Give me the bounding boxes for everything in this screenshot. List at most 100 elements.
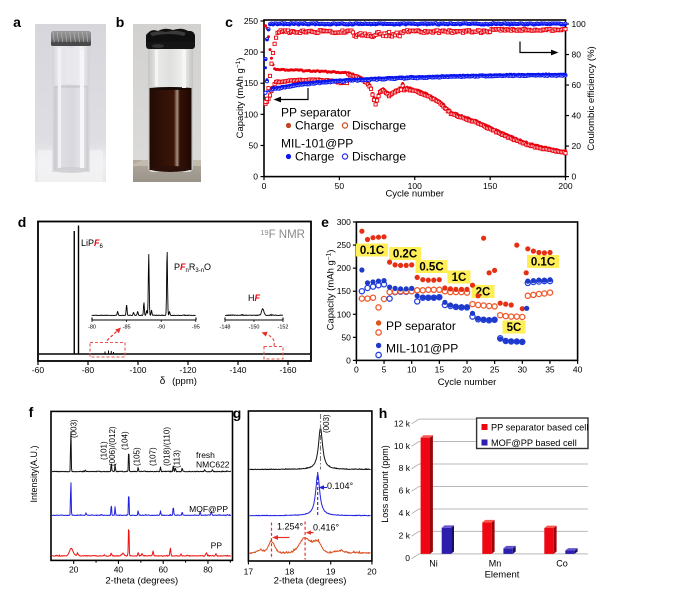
- svg-text:17: 17: [244, 567, 254, 577]
- svg-text:δ: δ: [160, 376, 166, 387]
- svg-text:Coulombic efficiency (%): Coulombic efficiency (%): [586, 46, 597, 150]
- svg-text:19: 19: [326, 567, 336, 577]
- svg-text:MOF@PP: MOF@PP: [189, 504, 228, 514]
- svg-text:5: 5: [382, 364, 387, 374]
- svg-text:1.254°: 1.254°: [277, 522, 304, 532]
- svg-text:10: 10: [407, 364, 417, 374]
- svg-text:-150: -150: [248, 325, 259, 331]
- svg-text:(003): (003): [69, 419, 78, 438]
- svg-text:HF: HF: [248, 293, 261, 303]
- svg-text:15: 15: [435, 364, 445, 374]
- svg-text:NMC622: NMC622: [196, 460, 230, 470]
- svg-text:Charge: Charge: [295, 150, 335, 164]
- svg-text:250: 250: [337, 240, 351, 250]
- svg-text:-100: -100: [129, 365, 146, 375]
- svg-text:-90: -90: [157, 325, 165, 331]
- svg-text:Charge: Charge: [295, 119, 335, 133]
- svg-text:200: 200: [244, 47, 258, 57]
- svg-text:150: 150: [244, 78, 258, 88]
- svg-text:25: 25: [490, 364, 500, 374]
- svg-text:0: 0: [354, 364, 359, 374]
- svg-text:1C: 1C: [452, 272, 467, 284]
- svg-text:(107): (107): [148, 447, 157, 466]
- svg-text:g: g: [233, 405, 242, 421]
- svg-text:b: b: [116, 14, 125, 30]
- svg-text:60: 60: [572, 80, 582, 90]
- svg-text:Cycle number: Cycle number: [438, 377, 497, 388]
- svg-text:Element: Element: [485, 570, 520, 581]
- svg-text:30: 30: [518, 364, 528, 374]
- svg-text:(006)/(012): (006)/(012): [108, 426, 117, 466]
- svg-text:MIL-101@PP: MIL-101@PP: [281, 137, 353, 151]
- svg-text:Co: Co: [556, 559, 568, 569]
- svg-text:(003): (003): [322, 414, 331, 433]
- svg-text:-140: -140: [229, 365, 246, 375]
- svg-text:-120: -120: [179, 365, 196, 375]
- svg-text:150: 150: [483, 181, 497, 191]
- svg-text:(113): (113): [173, 450, 182, 468]
- svg-text:(101): (101): [100, 441, 109, 460]
- svg-text:(105): (105): [133, 447, 142, 466]
- svg-text:MOF@PP based cell: MOF@PP based cell: [491, 438, 577, 448]
- svg-text:-152: -152: [277, 325, 288, 331]
- svg-text:50: 50: [341, 332, 351, 342]
- svg-text:-85: -85: [123, 325, 131, 331]
- svg-text:(ppm): (ppm): [172, 376, 197, 387]
- svg-text:0.1C: 0.1C: [360, 245, 384, 257]
- svg-text:200: 200: [337, 263, 351, 273]
- svg-text:-60: -60: [32, 365, 45, 375]
- svg-text:5C: 5C: [507, 322, 522, 334]
- svg-text:20: 20: [367, 567, 377, 577]
- svg-text:18: 18: [285, 567, 295, 577]
- svg-text:2-theta (degrees): 2-theta (degrees): [274, 576, 347, 587]
- svg-text:150: 150: [337, 286, 351, 296]
- svg-text:0: 0: [572, 172, 577, 182]
- svg-text:Discharge: Discharge: [352, 119, 406, 133]
- svg-text:20: 20: [69, 564, 79, 574]
- svg-text:LiPF6: LiPF6: [81, 238, 104, 250]
- svg-text:20: 20: [462, 364, 472, 374]
- svg-text:Capacity (mAh g−1): Capacity (mAh g−1): [326, 250, 337, 331]
- svg-text:2-theta (degrees): 2-theta (degrees): [105, 576, 178, 587]
- svg-text:100: 100: [408, 181, 422, 191]
- svg-text:c: c: [225, 14, 233, 30]
- svg-text:19F NMR: 19F NMR: [260, 228, 305, 241]
- svg-text:Mn: Mn: [489, 559, 502, 569]
- svg-text:-95: -95: [192, 325, 200, 331]
- svg-text:40: 40: [573, 364, 583, 374]
- svg-text:PP separator: PP separator: [386, 319, 456, 333]
- svg-text:-160: -160: [279, 365, 296, 375]
- svg-text:f: f: [29, 404, 34, 420]
- svg-text:35: 35: [545, 364, 555, 374]
- svg-text:100: 100: [337, 309, 351, 319]
- svg-text:-80: -80: [82, 365, 95, 375]
- svg-text:PP: PP: [211, 541, 223, 551]
- svg-text:50: 50: [249, 140, 259, 150]
- svg-text:Capacity (mAh g−1): Capacity (mAh g−1): [235, 58, 246, 139]
- svg-text:e: e: [321, 214, 329, 230]
- svg-text:(104): (104): [121, 431, 130, 450]
- svg-text:0.5C: 0.5C: [419, 262, 443, 274]
- svg-text:4 k: 4 k: [399, 508, 411, 518]
- svg-text:0.416°: 0.416°: [313, 523, 340, 533]
- svg-text:0: 0: [253, 172, 258, 182]
- svg-text:50: 50: [335, 181, 345, 191]
- svg-text:80: 80: [203, 564, 213, 574]
- svg-text:Loss amount (ppm): Loss amount (ppm): [380, 445, 390, 523]
- svg-text:0: 0: [346, 355, 351, 365]
- svg-text:-80: -80: [88, 325, 96, 331]
- svg-text:a: a: [13, 14, 21, 30]
- svg-text:80: 80: [572, 50, 582, 60]
- svg-text:0: 0: [262, 181, 267, 191]
- svg-text:Intensity(A.U.): Intensity(A.U.): [29, 445, 39, 502]
- svg-text:0.2C: 0.2C: [393, 249, 417, 261]
- svg-text:60: 60: [158, 564, 168, 574]
- svg-text:8 k: 8 k: [399, 463, 411, 473]
- svg-text:200: 200: [558, 181, 572, 191]
- svg-text:10 k: 10 k: [394, 441, 411, 451]
- svg-text:Discharge: Discharge: [352, 150, 406, 164]
- svg-text:Cycle number: Cycle number: [385, 189, 444, 200]
- svg-text:100: 100: [572, 19, 586, 29]
- svg-text:fresh: fresh: [196, 450, 215, 460]
- svg-text:MIL-101@PP: MIL-101@PP: [386, 342, 458, 356]
